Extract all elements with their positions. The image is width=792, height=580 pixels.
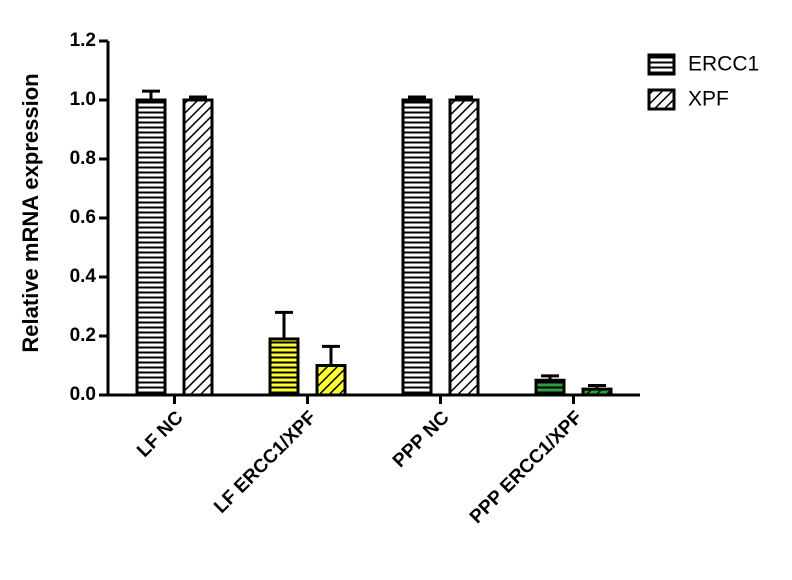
bar-hatch xyxy=(581,387,613,397)
x-tick-label: LF ERCC1/XPF xyxy=(210,407,320,517)
bar-hatch xyxy=(182,98,214,397)
bar-hatch xyxy=(534,378,566,397)
bar-hatch xyxy=(401,98,433,397)
legend-label: ERCC1 xyxy=(688,53,759,76)
x-tick-label: PPP NC xyxy=(389,407,454,472)
bar-hatch xyxy=(268,337,300,397)
legend-label: XPF xyxy=(688,88,729,111)
legend-swatch xyxy=(647,88,676,111)
y-tick-label: 0.2 xyxy=(70,325,96,346)
y-tick-label: 1.0 xyxy=(70,89,96,110)
y-tick-label: 1.2 xyxy=(70,30,96,51)
legend-swatch xyxy=(647,53,676,76)
y-tick-label: 0.8 xyxy=(70,148,96,169)
y-tick-label: 0.4 xyxy=(70,266,97,287)
bar-hatch xyxy=(135,98,167,397)
y-tick-label: 0.0 xyxy=(70,384,96,405)
bar-hatch xyxy=(315,364,347,397)
x-tick-label: PPP ERCC1/XPF xyxy=(466,407,587,528)
x-tick-label: LF NC xyxy=(133,407,188,462)
bar-hatch xyxy=(448,98,480,397)
y-axis-label: Relative mRNA expression xyxy=(18,73,43,352)
y-tick-label: 0.6 xyxy=(70,207,96,228)
